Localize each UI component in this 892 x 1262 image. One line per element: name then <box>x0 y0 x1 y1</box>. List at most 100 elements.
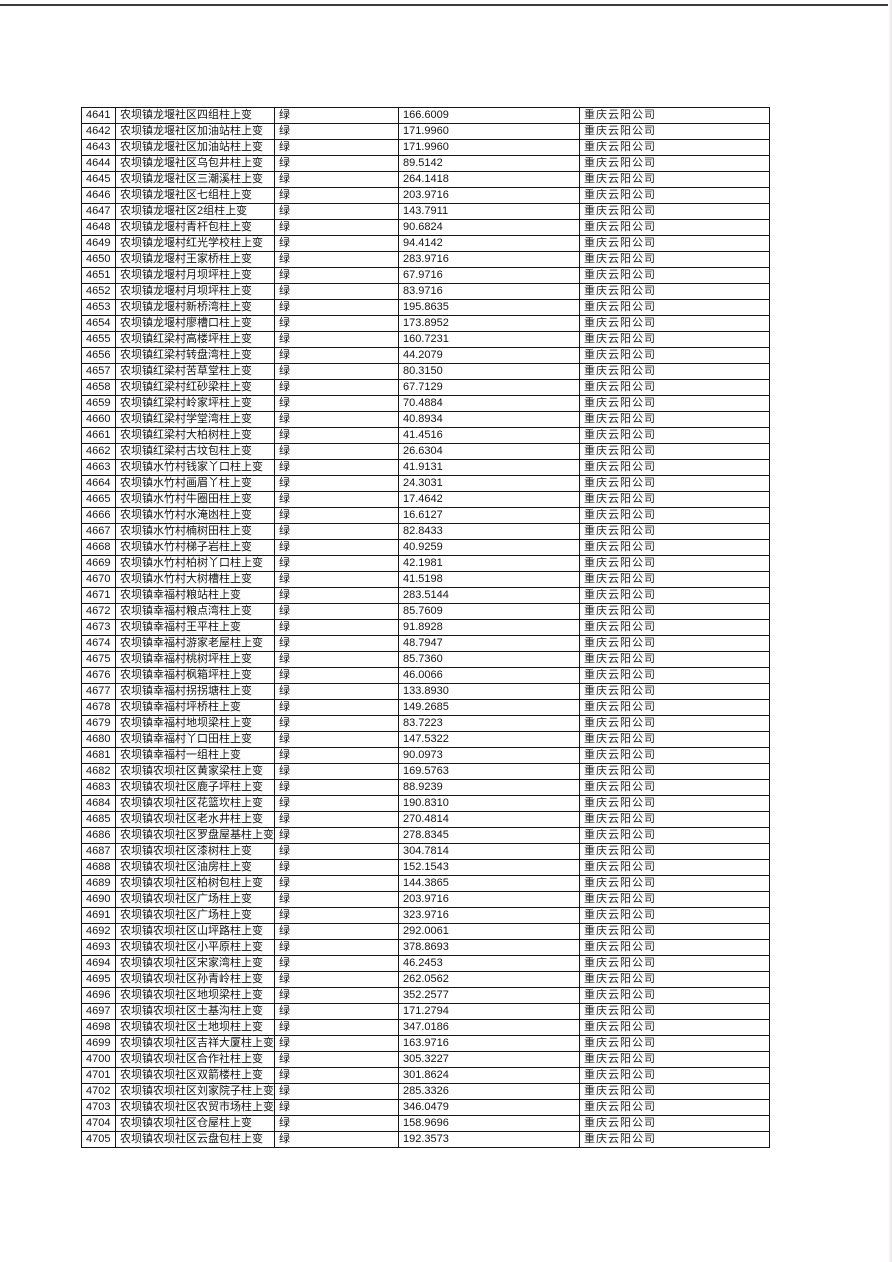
capacity-value-cell: 192.3573 <box>398 1131 580 1148</box>
table-row: 4641 农坝镇龙堰社区四组柱上变绿 166.6009 重庆云阳公司 <box>81 107 770 124</box>
page-top-rule <box>0 4 889 6</box>
color-label-cell: 绿 <box>274 171 399 188</box>
capacity-value-cell: 195.8635 <box>398 299 580 316</box>
color-label-cell: 绿 <box>274 283 399 300</box>
capacity-value-cell: 41.5198 <box>398 571 580 588</box>
row-id-cell: 4705 <box>81 1131 116 1148</box>
table-row: 4697 农坝镇农坝社区土基沟柱上变绿 171.2794 重庆云阳公司 <box>81 1003 770 1020</box>
row-id-cell: 4682 <box>81 763 116 780</box>
table-row: 4653 农坝镇龙堰村新桥湾柱上变绿 195.8635 重庆云阳公司 <box>81 299 770 316</box>
station-name-cell: 农坝镇龙堰村红光学校柱上变 <box>115 235 275 252</box>
color-label-cell: 绿 <box>274 347 399 364</box>
row-id-cell: 4646 <box>81 187 116 204</box>
capacity-value-cell: 88.9239 <box>398 779 580 796</box>
station-name-cell: 农坝镇幸福村拐拐塘柱上变 <box>115 683 275 700</box>
table-row: 4679 农坝镇幸福村地坝梁柱上变绿 83.7223 重庆云阳公司 <box>81 715 770 732</box>
table-row: 4652 农坝镇龙堰村月坝坪柱上变绿 83.9716 重庆云阳公司 <box>81 283 770 300</box>
capacity-value-cell: 83.9716 <box>398 283 580 300</box>
station-name-cell: 农坝镇龙堰社区三潮溪柱上变 <box>115 171 275 188</box>
table-row: 4683 农坝镇农坝社区鹿子坪柱上变绿 88.9239 重庆云阳公司 <box>81 779 770 796</box>
company-cell: 重庆云阳公司 <box>579 427 770 444</box>
company-cell: 重庆云阳公司 <box>579 523 770 540</box>
row-id-cell: 4702 <box>81 1083 116 1100</box>
table-row: 4643 农坝镇龙堰社区加油站柱上变绿 171.9960 重庆云阳公司 <box>81 139 770 156</box>
capacity-value-cell: 90.6824 <box>398 219 580 236</box>
color-label-cell: 绿 <box>274 315 399 332</box>
company-cell: 重庆云阳公司 <box>579 571 770 588</box>
station-name-cell: 农坝镇幸福村粮站柱上变 <box>115 587 275 604</box>
row-id-cell: 4668 <box>81 539 116 556</box>
color-label-cell: 绿 <box>274 587 399 604</box>
company-cell: 重庆云阳公司 <box>579 779 770 796</box>
capacity-value-cell: 94.4142 <box>398 235 580 252</box>
color-label-cell: 绿 <box>274 843 399 860</box>
station-name-cell: 农坝镇水竹村画眉丫柱上变 <box>115 475 275 492</box>
table-row: 4700 农坝镇农坝社区合作社柱上变绿 305.3227 重庆云阳公司 <box>81 1051 770 1068</box>
station-name-cell: 农坝镇幸福村地坝梁柱上变 <box>115 715 275 732</box>
transformer-data-table: 4641 农坝镇龙堰社区四组柱上变绿 166.6009 重庆云阳公司 4642 农坝镇龙堰… <box>81 107 770 1148</box>
capacity-value-cell: 16.6127 <box>398 507 580 524</box>
station-name-cell: 农坝镇龙堰村王家桥柱上变 <box>115 251 275 268</box>
station-name-cell: 农坝镇农坝社区吉祥大厦柱上变 <box>115 1035 275 1052</box>
company-cell: 重庆云阳公司 <box>579 379 770 396</box>
row-id-cell: 4703 <box>81 1099 116 1116</box>
company-cell: 重庆云阳公司 <box>579 555 770 572</box>
row-id-cell: 4698 <box>81 1019 116 1036</box>
color-label-cell: 绿 <box>274 235 399 252</box>
table-row: 4654 农坝镇龙堰村廖槽口柱上变绿 173.8952 重庆云阳公司 <box>81 315 770 332</box>
color-label-cell: 绿 <box>274 699 399 716</box>
color-label-cell: 绿 <box>274 187 399 204</box>
color-label-cell: 绿 <box>274 907 399 924</box>
company-cell: 重庆云阳公司 <box>579 1115 770 1132</box>
table-row: 4705 农坝镇农坝社区云盘包柱上变绿 192.3573 重庆云阳公司 <box>81 1131 770 1148</box>
station-name-cell: 农坝镇农坝社区合作社柱上变 <box>115 1051 275 1068</box>
row-id-cell: 4659 <box>81 395 116 412</box>
row-id-cell: 4681 <box>81 747 116 764</box>
capacity-value-cell: 171.9960 <box>398 123 580 140</box>
table-row: 4702 农坝镇农坝社区刘家院子柱上变绿 285.3326 重庆云阳公司 <box>81 1083 770 1100</box>
table-row: 4699 农坝镇农坝社区吉祥大厦柱上变绿 163.9716 重庆云阳公司 <box>81 1035 770 1052</box>
company-cell: 重庆云阳公司 <box>579 891 770 908</box>
color-label-cell: 绿 <box>274 1019 399 1036</box>
row-id-cell: 4696 <box>81 987 116 1004</box>
color-label-cell: 绿 <box>274 715 399 732</box>
station-name-cell: 农坝镇幸福村坪桥柱上变 <box>115 699 275 716</box>
company-cell: 重庆云阳公司 <box>579 139 770 156</box>
color-label-cell: 绿 <box>274 891 399 908</box>
table-row: 4659 农坝镇红梁村岭家坪柱上变绿 70.4884 重庆云阳公司 <box>81 395 770 412</box>
station-name-cell: 农坝镇农坝社区花篮坎柱上变 <box>115 795 275 812</box>
table-row: 4655 农坝镇红梁村高楼坪柱上变绿 160.7231 重庆云阳公司 <box>81 331 770 348</box>
table-row: 4694 农坝镇农坝社区宋家湾柱上变绿 46.2453 重庆云阳公司 <box>81 955 770 972</box>
table-row: 4689 农坝镇农坝社区柏树包柱上变绿 144.3865 重庆云阳公司 <box>81 875 770 892</box>
capacity-value-cell: 40.9259 <box>398 539 580 556</box>
table-row: 4650 农坝镇龙堰村王家桥柱上变绿 283.9716 重庆云阳公司 <box>81 251 770 268</box>
station-name-cell: 农坝镇幸福村桃树坪柱上变 <box>115 651 275 668</box>
company-cell: 重庆云阳公司 <box>579 811 770 828</box>
company-cell: 重庆云阳公司 <box>579 251 770 268</box>
capacity-value-cell: 144.3865 <box>398 875 580 892</box>
company-cell: 重庆云阳公司 <box>579 731 770 748</box>
table-row: 4672 农坝镇幸福村粮点湾柱上变绿 85.7609 重庆云阳公司 <box>81 603 770 620</box>
row-id-cell: 4679 <box>81 715 116 732</box>
color-label-cell: 绿 <box>274 875 399 892</box>
capacity-value-cell: 42.1981 <box>398 555 580 572</box>
color-label-cell: 绿 <box>274 491 399 508</box>
company-cell: 重庆云阳公司 <box>579 443 770 460</box>
capacity-value-cell: 323.9716 <box>398 907 580 924</box>
table-row: 4657 农坝镇红梁村苦草堂柱上变绿 80.3150 重庆云阳公司 <box>81 363 770 380</box>
station-name-cell: 农坝镇龙堰村新桥湾柱上变 <box>115 299 275 316</box>
station-name-cell: 农坝镇农坝社区孙青岭柱上变 <box>115 971 275 988</box>
station-name-cell: 农坝镇红梁村大柏树柱上变 <box>115 427 275 444</box>
station-name-cell: 农坝镇红梁村岭家坪柱上变 <box>115 395 275 412</box>
capacity-value-cell: 270.4814 <box>398 811 580 828</box>
station-name-cell: 农坝镇农坝社区土地坝柱上变 <box>115 1019 275 1036</box>
table-body: 4641 农坝镇龙堰社区四组柱上变绿 166.6009 重庆云阳公司 4642 农坝镇龙堰… <box>81 107 770 1148</box>
station-name-cell: 农坝镇水竹村梯子岩柱上变 <box>115 539 275 556</box>
row-id-cell: 4647 <box>81 203 116 220</box>
row-id-cell: 4666 <box>81 507 116 524</box>
capacity-value-cell: 262.0562 <box>398 971 580 988</box>
station-name-cell: 农坝镇水竹村柏树丫口柱上变 <box>115 555 275 572</box>
table-row: 4669 农坝镇水竹村柏树丫口柱上变绿 42.1981 重庆云阳公司 <box>81 555 770 572</box>
company-cell: 重庆云阳公司 <box>579 875 770 892</box>
capacity-value-cell: 85.7360 <box>398 651 580 668</box>
